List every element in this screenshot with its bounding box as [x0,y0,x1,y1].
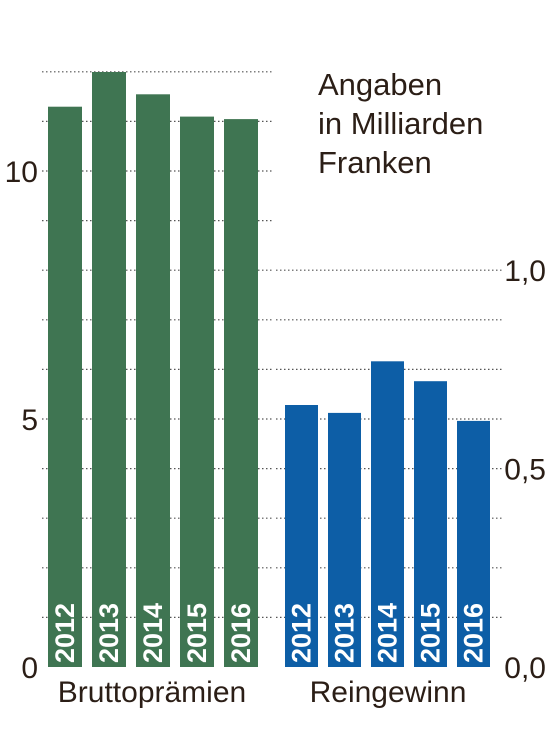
category-label-0: Bruttoprämien [58,676,246,709]
year-label-1-2016: 2016 [459,603,489,663]
year-label-0-2013: 2013 [94,603,124,663]
ytick-label-0-0: 0 [21,652,38,685]
bar-bruttoprämien-2013 [92,72,126,667]
bar-reingewinn-2012 [285,405,318,667]
bar-bruttoprämien-2015 [180,116,214,668]
year-label-1-2014: 2014 [373,603,403,663]
note-line-2: in Milliarden [318,106,483,141]
label-layer: 2012 2013 2014 2015 2016 0 5 10 Bruttoprämien 201… [5,156,546,709]
bar-reingewinn-2016 [457,420,490,667]
bar-layer [48,72,490,668]
ytick-label-1-0: 0,0 [504,652,546,685]
year-label-1-2015: 2015 [416,603,446,663]
bar-reingewinn-2013 [328,412,361,667]
ytick-label-0-2: 10 [5,156,38,189]
ytick-label-0-1: 5 [21,404,38,437]
ytick-label-1-2: 1,0 [504,255,546,288]
note-line-3: Franken [318,145,432,180]
bar-bruttoprämien-2016 [224,119,258,668]
bar-reingewinn-2015 [414,381,447,667]
category-label-1: Reingewinn [310,676,467,709]
note-line-1: Angaben [318,67,442,102]
ytick-label-1-1: 0,5 [504,454,546,487]
year-label-0-2012: 2012 [50,603,80,663]
bar-reingewinn-2014 [371,361,404,667]
bar-bruttoprämien-2014 [136,94,170,668]
year-label-1-2013: 2013 [330,603,360,663]
year-label-0-2014: 2014 [138,603,168,663]
bar-bruttoprämien-2012 [48,106,82,667]
year-label-1-2012: 2012 [287,603,317,663]
year-label-0-2015: 2015 [182,603,212,663]
year-label-0-2016: 2016 [226,603,256,663]
